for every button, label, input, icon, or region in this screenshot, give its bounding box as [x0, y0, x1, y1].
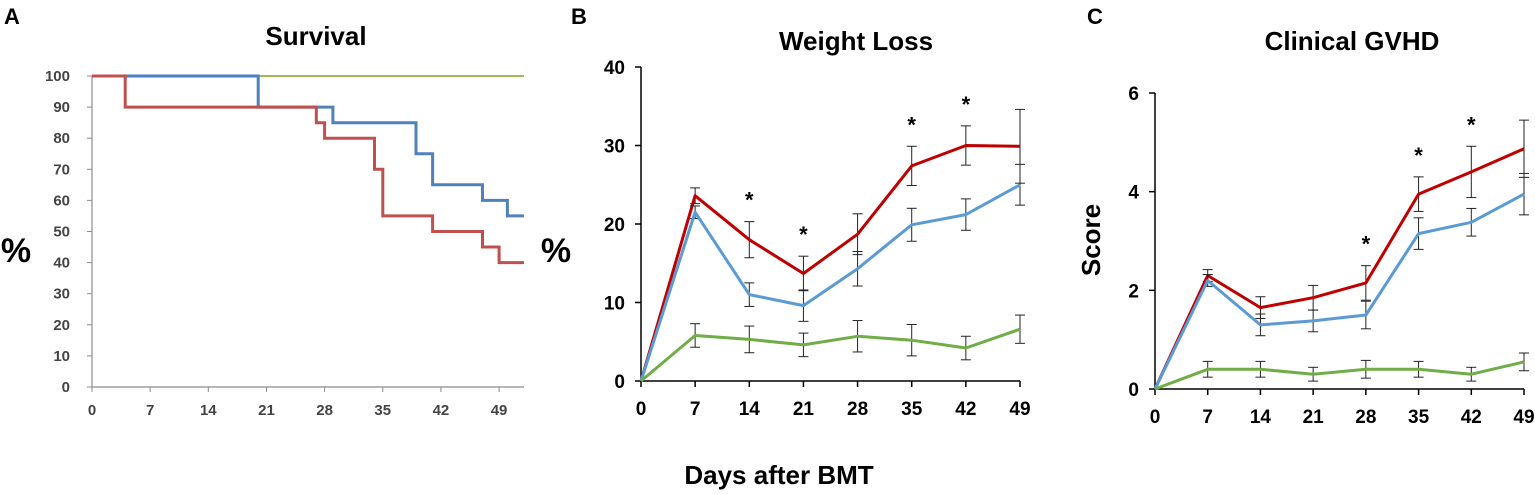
panel-b-x-tick-label: 42	[955, 399, 976, 420]
panel-a-y-tick-label: 50	[53, 224, 70, 241]
panel-a-series-red	[92, 74, 524, 265]
panel-b-series-blue	[639, 163, 1025, 382]
panel-c-y-tick-label: 6	[1128, 84, 1139, 105]
panel-a-y-tick-label: 90	[53, 99, 70, 116]
panel-c-y-tick-label: 4	[1128, 183, 1139, 204]
panel-c-significance-star: *	[1467, 112, 1476, 137]
panel-b-x-tick-label: 49	[1009, 399, 1030, 420]
panel-c-line-green	[1154, 360, 1525, 391]
panel-b-y-tick-label: 0	[614, 372, 625, 393]
panel-c-significance-star: *	[1414, 143, 1423, 168]
panel-b-y-tick-label: 40	[604, 58, 625, 79]
panel-b-line-green	[640, 327, 1021, 383]
panel-a-survival-chart: A Survival % 0 10 20 30 40 50 60 70 80 90 100 0 7 14 2…	[1, 4, 524, 419]
panel-c-ylabel: Score	[1076, 204, 1106, 276]
panel-c-x-tick-label: 21	[1303, 407, 1325, 428]
panel-c-x-tick-label: 7	[1202, 407, 1213, 428]
panel-b-x-tick-label: 35	[901, 399, 923, 420]
panel-b-ylabel: %	[541, 232, 571, 270]
panel-c-line-blue	[1153, 192, 1525, 390]
panel-c-x-tick-label: 35	[1408, 407, 1430, 428]
panel-b-y-tick-label: 30	[604, 137, 625, 158]
panel-a-x-tick-label: 42	[433, 402, 450, 419]
panel-b-significance-star: *	[745, 188, 754, 213]
panel-c-y-tick-label: 2	[1128, 281, 1139, 302]
shared-xlabel: Days after BMT	[684, 460, 873, 490]
panel-c-series-blue	[1153, 172, 1529, 390]
panel-b-significance-star: *	[907, 112, 916, 137]
panel-a-y-tick-label: 20	[53, 317, 70, 334]
panel-b-title: Weight Loss	[779, 26, 933, 56]
panel-b-significance-star: *	[962, 92, 971, 117]
panel-b-y-tick-label: 20	[604, 215, 625, 236]
panel-b-series-red	[639, 108, 1025, 382]
panel-a-y-tick-label: 70	[53, 161, 70, 178]
panel-a-y-tick-label: 30	[53, 286, 70, 303]
panel-b-x-tick-label: 14	[739, 399, 761, 420]
panel-c-x-tick-label: 28	[1355, 407, 1376, 428]
panel-c-series-red	[1153, 119, 1529, 390]
panel-c-x-tick-label: 49	[1513, 407, 1534, 428]
panel-c-x-tick-label: 0	[1150, 407, 1161, 428]
panel-a-y-tick-label: 10	[53, 348, 70, 365]
panel-b-series-green	[640, 314, 1025, 383]
panel-b-significance-star: *	[799, 222, 808, 247]
panel-a-x-tick-label: 14	[200, 402, 217, 419]
panel-c-x-tick-label: 42	[1461, 407, 1482, 428]
panel-c-series-green	[1154, 352, 1529, 391]
panel-a-y-tick-label: 40	[53, 255, 70, 272]
panel-a-y-tick-label: 100	[45, 68, 70, 85]
panel-c-significance-star: *	[1362, 232, 1371, 257]
panel-a-x-tick-label: 49	[491, 402, 508, 419]
panel-c-clinical-gvhd-chart: C Clinical GVHD Score 0 2 4 6 0 7 14 21 28 35 42 49…	[1076, 4, 1535, 428]
panel-b-line-red	[639, 144, 1021, 382]
panel-a-x-tick-label: 28	[316, 402, 333, 419]
panel-b-y-tick-label: 10	[604, 294, 625, 315]
panel-b-x-tick-label: 0	[636, 399, 647, 420]
panel-a-y-tick-label: 60	[53, 192, 70, 209]
panel-a-series-blue	[92, 74, 524, 218]
panel-a-x-tick-label: 7	[146, 402, 154, 419]
panel-c-letter: C	[1087, 4, 1103, 29]
panel-c-title: Clinical GVHD	[1265, 26, 1440, 56]
panel-b-x-tick-label: 21	[793, 399, 815, 420]
panel-a-letter: A	[4, 4, 20, 29]
panel-b-letter: B	[571, 4, 587, 29]
panel-b-line-blue	[639, 183, 1021, 382]
panel-a-title: Survival	[265, 21, 366, 51]
panel-a-y-tick-label: 80	[53, 130, 70, 147]
panel-c-line-red	[1153, 147, 1525, 390]
panel-a-y-tick-label: 0	[62, 379, 70, 396]
panel-c-y-tick-label: 0	[1128, 380, 1139, 401]
panel-a-x-tick-label: 21	[258, 402, 275, 419]
panel-a-x-tick-label: 0	[88, 402, 96, 419]
panel-b-x-tick-label: 28	[847, 399, 868, 420]
panel-b-x-tick-label: 7	[690, 399, 701, 420]
panel-c-x-tick-label: 14	[1250, 407, 1272, 428]
panel-a-x-tick-label: 35	[374, 402, 391, 419]
panel-a-ylabel: %	[1, 232, 31, 270]
